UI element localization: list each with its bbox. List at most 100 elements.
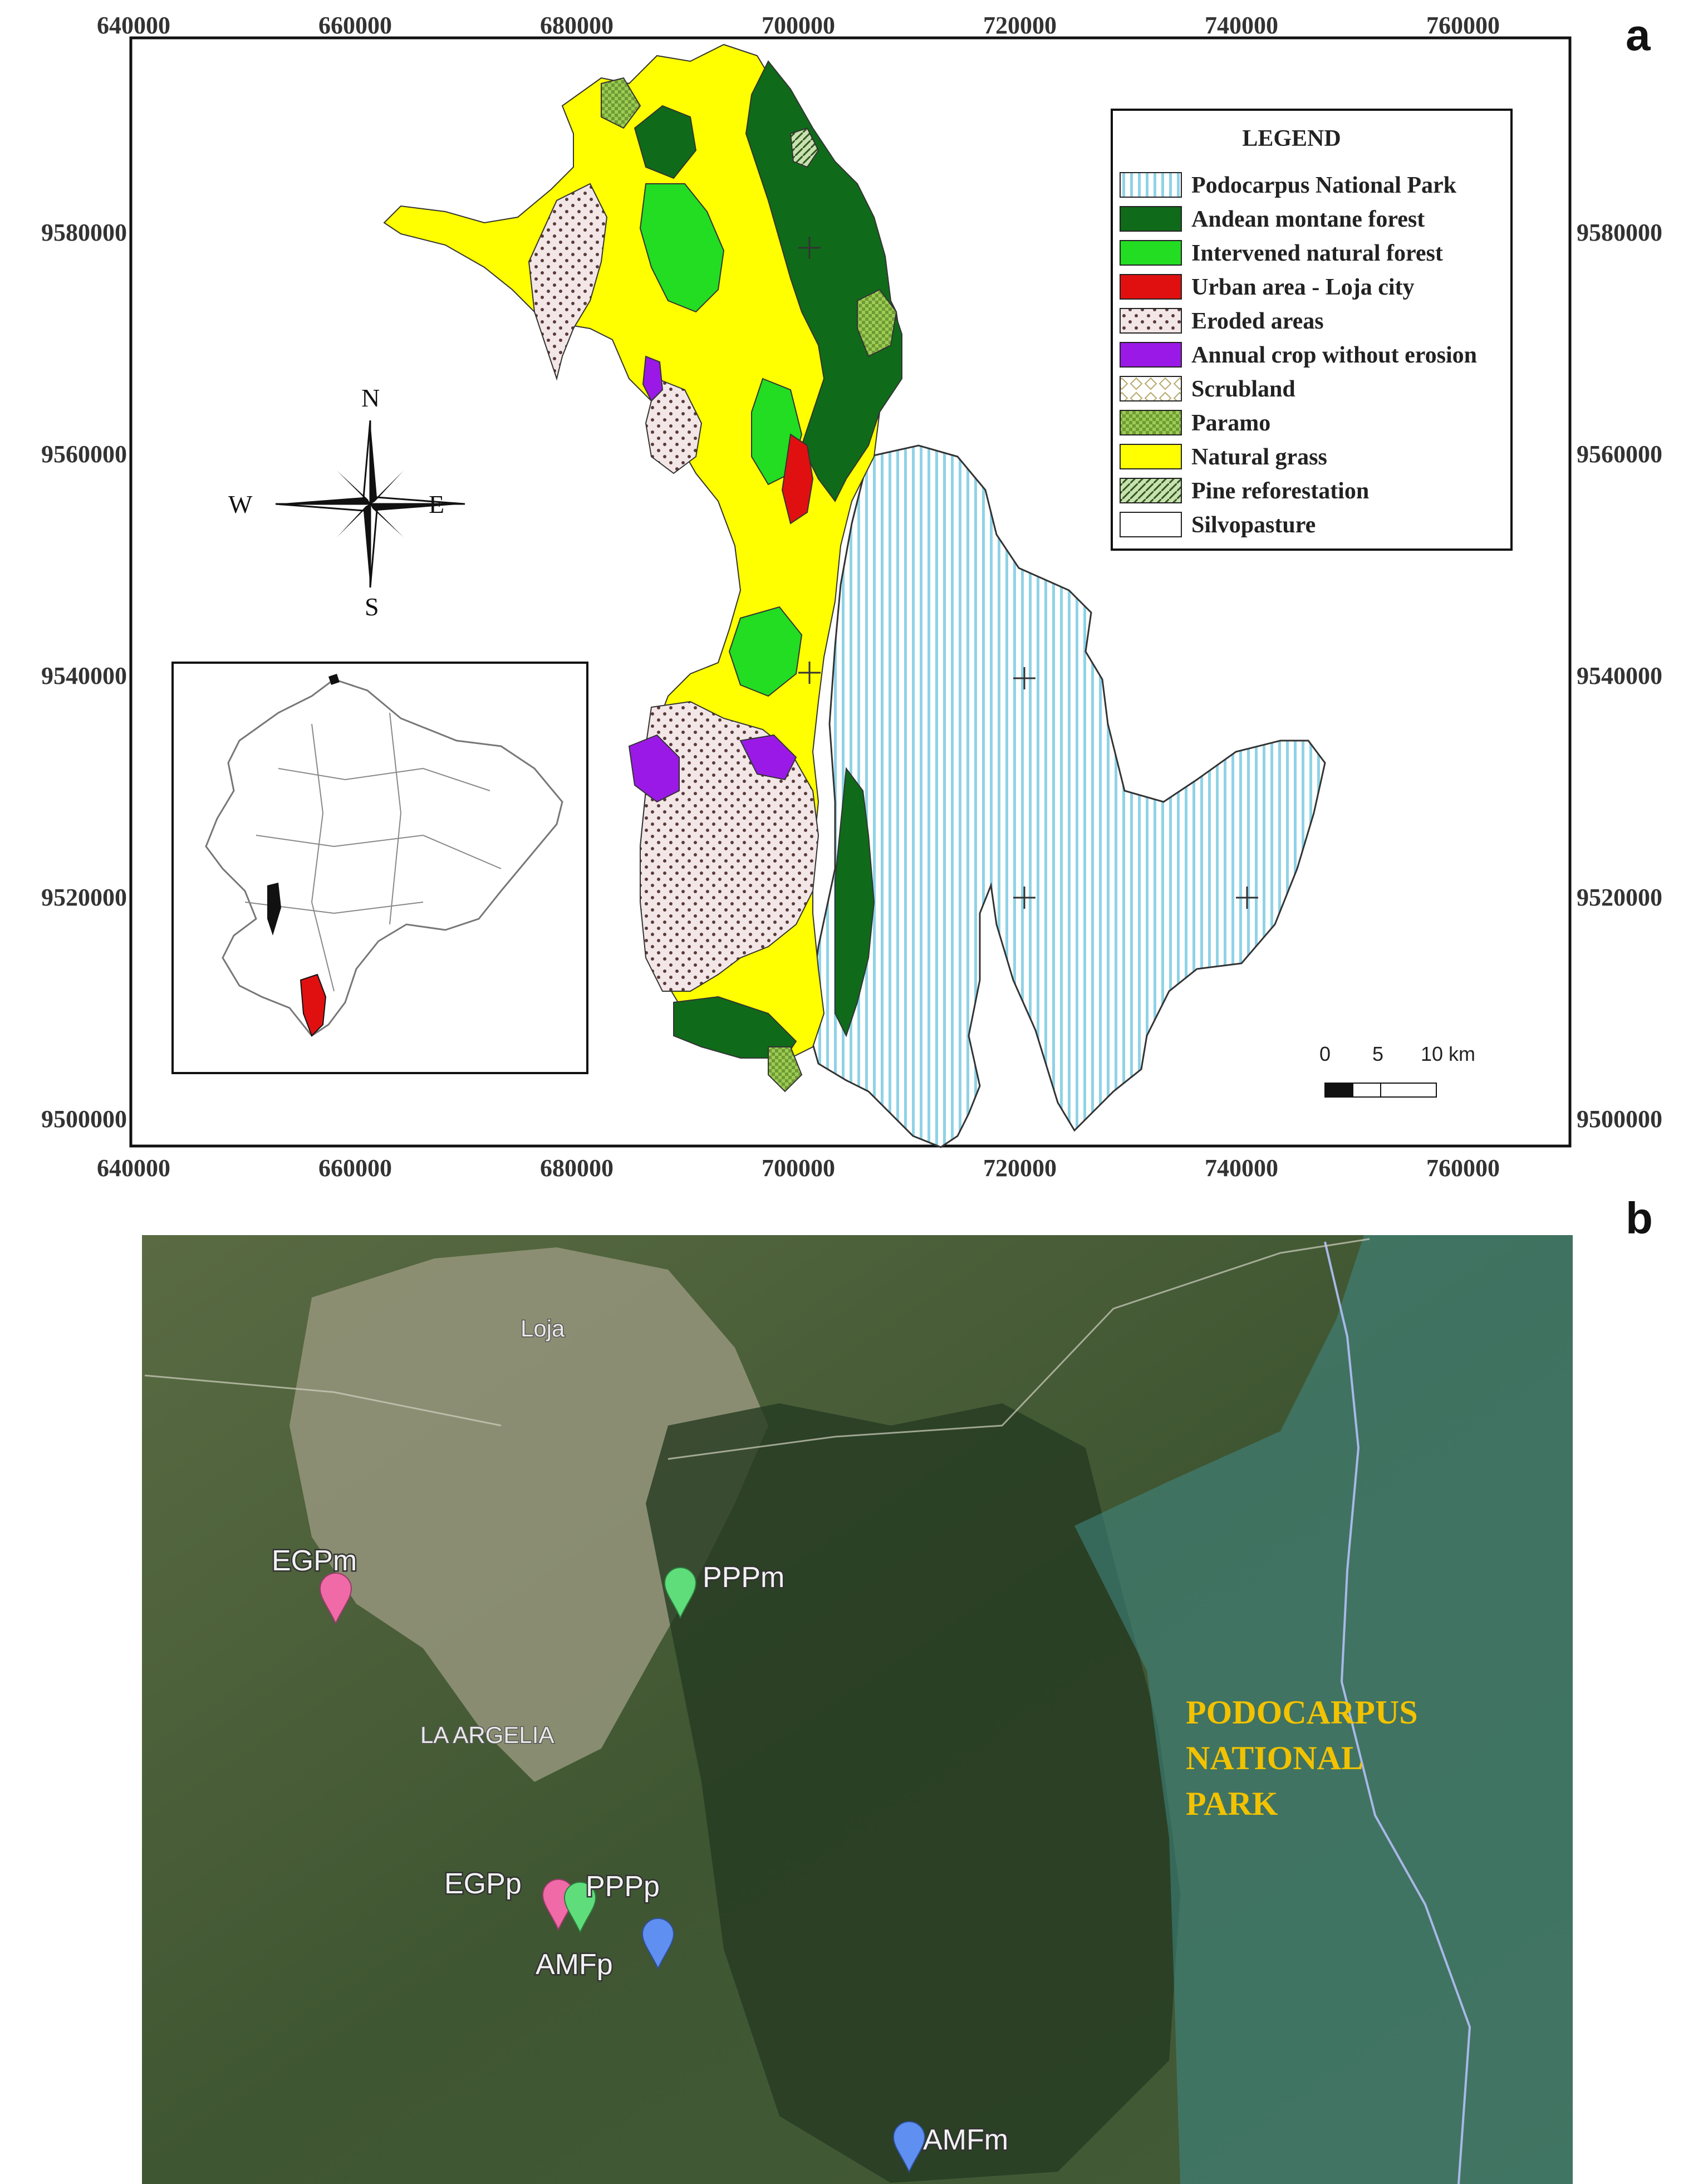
park-label-line: PODOCARPUS (1186, 1694, 1418, 1731)
study-area (383, 43, 1326, 1148)
y-tick-labels-right: 9580000 9560000 9540000 9520000 9500000 (1577, 219, 1662, 1133)
legend-item-label: Paramo (1191, 410, 1270, 436)
legend-item-label: Natural grass (1191, 444, 1327, 470)
legend-swatch (1120, 308, 1182, 334)
y-tick-label: 9560000 (1577, 440, 1662, 468)
paramo-area (857, 288, 897, 358)
compass-w: W (228, 490, 253, 518)
y-tick-label: 9580000 (1577, 219, 1662, 246)
marker-label: AMFm (923, 2124, 1008, 2156)
y-tick-label: 9540000 (41, 662, 127, 689)
legend: LEGEND Podocarpus National Park Andean mo… (1111, 109, 1513, 551)
marker-pin-icon (641, 1918, 675, 1970)
compass-s: S (365, 592, 379, 621)
marker-pppp[interactable]: PPPp (563, 1869, 661, 1934)
marker-pin-icon (542, 1879, 575, 1931)
dark-forest-area (646, 1403, 1180, 2183)
scale-label: 10 km (1421, 1042, 1475, 1065)
marker-amfm[interactable]: AMFm (892, 2121, 1010, 2173)
pine-reforestation-area (789, 127, 819, 168)
x-tick-label: 760000 (1426, 12, 1500, 39)
marker-label: PPPp (586, 1870, 660, 1903)
legend-swatch (1120, 206, 1182, 232)
land-use-map: 640000 660000 680000 700000 720000 74000… (41, 10, 1662, 1181)
legend-item-label: Eroded areas (1191, 308, 1324, 334)
park-label-line: PARK (1186, 1785, 1278, 1822)
x-tick-labels-top: 640000 660000 680000 700000 720000 74000… (97, 12, 1500, 39)
legend-swatch (1120, 342, 1182, 368)
marker-label: EGPp (444, 1868, 522, 1900)
paramo-area (601, 77, 641, 129)
y-tick-label: 9540000 (1577, 662, 1662, 689)
marker-label: AMFp (536, 1948, 613, 1981)
annual-crop-area (739, 734, 797, 781)
y-tick-label: 9500000 (41, 1105, 127, 1133)
loja-province (300, 973, 327, 1037)
annual-crop-area (628, 734, 680, 803)
andean-montane-forest-area (745, 60, 902, 502)
y-tick-label: 9520000 (1577, 884, 1662, 911)
river-line (1324, 1241, 1471, 2184)
x-tick-label: 720000 (983, 1154, 1057, 1181)
legend-item-label: Intervened natural forest (1191, 241, 1443, 266)
scale-bar: 0 5 10 km (1319, 1042, 1475, 1098)
andean-montane-forest-area (835, 767, 875, 1037)
marker-pin-icon (563, 1882, 597, 1934)
legend-item-label: Silvopasture (1191, 512, 1316, 538)
legend-swatch (1120, 274, 1182, 300)
podocarpus-park-area (806, 444, 1326, 1148)
satellite-background (142, 1235, 1573, 2184)
marker-pin-icon (892, 2121, 926, 2173)
paramo-area (768, 1046, 803, 1093)
andean-montane-forest-area (634, 105, 697, 179)
legend-swatch (1120, 376, 1182, 401)
x-tick-label: 720000 (983, 12, 1057, 39)
legend-swatch (1120, 512, 1182, 537)
marker-pppm[interactable]: PPPm (664, 1560, 786, 1619)
city-area (289, 1247, 768, 1782)
marker-amfp[interactable]: AMFp (534, 1918, 675, 1982)
legend-title: LEGEND (1242, 126, 1341, 151)
marker-egpp[interactable]: EGPp (443, 1867, 575, 1931)
y-tick-label: 9580000 (41, 219, 127, 246)
legend-item-label: Pine reforestation (1191, 478, 1369, 504)
legend-swatch (1120, 478, 1182, 503)
x-tick-label: 660000 (318, 1154, 392, 1181)
marker-label: PPPm (703, 1561, 784, 1594)
legend-item-label: Andean montane forest (1191, 207, 1425, 232)
intervened-natural-forest-area (728, 606, 803, 697)
marker-egpm[interactable]: EGPm (271, 1544, 359, 1625)
intervened-natural-forest-area (639, 183, 725, 313)
x-tick-label: 740000 (1205, 1154, 1278, 1181)
marker-label: EGPm (272, 1545, 357, 1577)
x-tick-label: 760000 (1426, 1154, 1500, 1181)
legend-item-label: Scrubland (1191, 376, 1295, 402)
x-tick-label: 700000 (762, 1154, 835, 1181)
grid-crosses (798, 237, 1258, 909)
panel-a-label: a (1626, 10, 1651, 60)
marker-pin-icon (664, 1567, 697, 1619)
legend-item-label: Annual crop without erosion (1191, 342, 1477, 368)
marker-pin-icon (319, 1573, 352, 1625)
legend-swatch (1120, 444, 1182, 469)
scale-label: 0 (1319, 1042, 1331, 1065)
x-tick-label: 680000 (540, 12, 614, 39)
place-label-loja: Loja (521, 1315, 565, 1341)
y-tick-labels-left: 9580000 9560000 9540000 9520000 9500000 (41, 219, 127, 1133)
legend-swatch (1120, 172, 1182, 198)
legend-item-label: Podocarpus National Park (1191, 173, 1457, 198)
y-tick-label: 9560000 (41, 440, 127, 468)
ecuador-outline (205, 678, 563, 1037)
place-label-la-argelia: LA ARGELIA (420, 1722, 554, 1748)
x-tick-labels-bottom: 640000 660000 680000 700000 720000 74000… (97, 1154, 1500, 1181)
x-tick-label: 700000 (762, 12, 835, 39)
road-line (144, 1238, 1370, 1460)
legend-item-label: Urban area - Loja city (1191, 275, 1415, 300)
scale-label: 5 (1372, 1042, 1383, 1065)
urban-area-loja (781, 433, 814, 525)
x-tick-label: 740000 (1205, 12, 1278, 39)
annual-crop-area (642, 355, 664, 402)
panel-b-label: b (1626, 1193, 1653, 1243)
eroded-areas (528, 183, 608, 381)
park-label-line: NATIONAL (1186, 1740, 1363, 1776)
